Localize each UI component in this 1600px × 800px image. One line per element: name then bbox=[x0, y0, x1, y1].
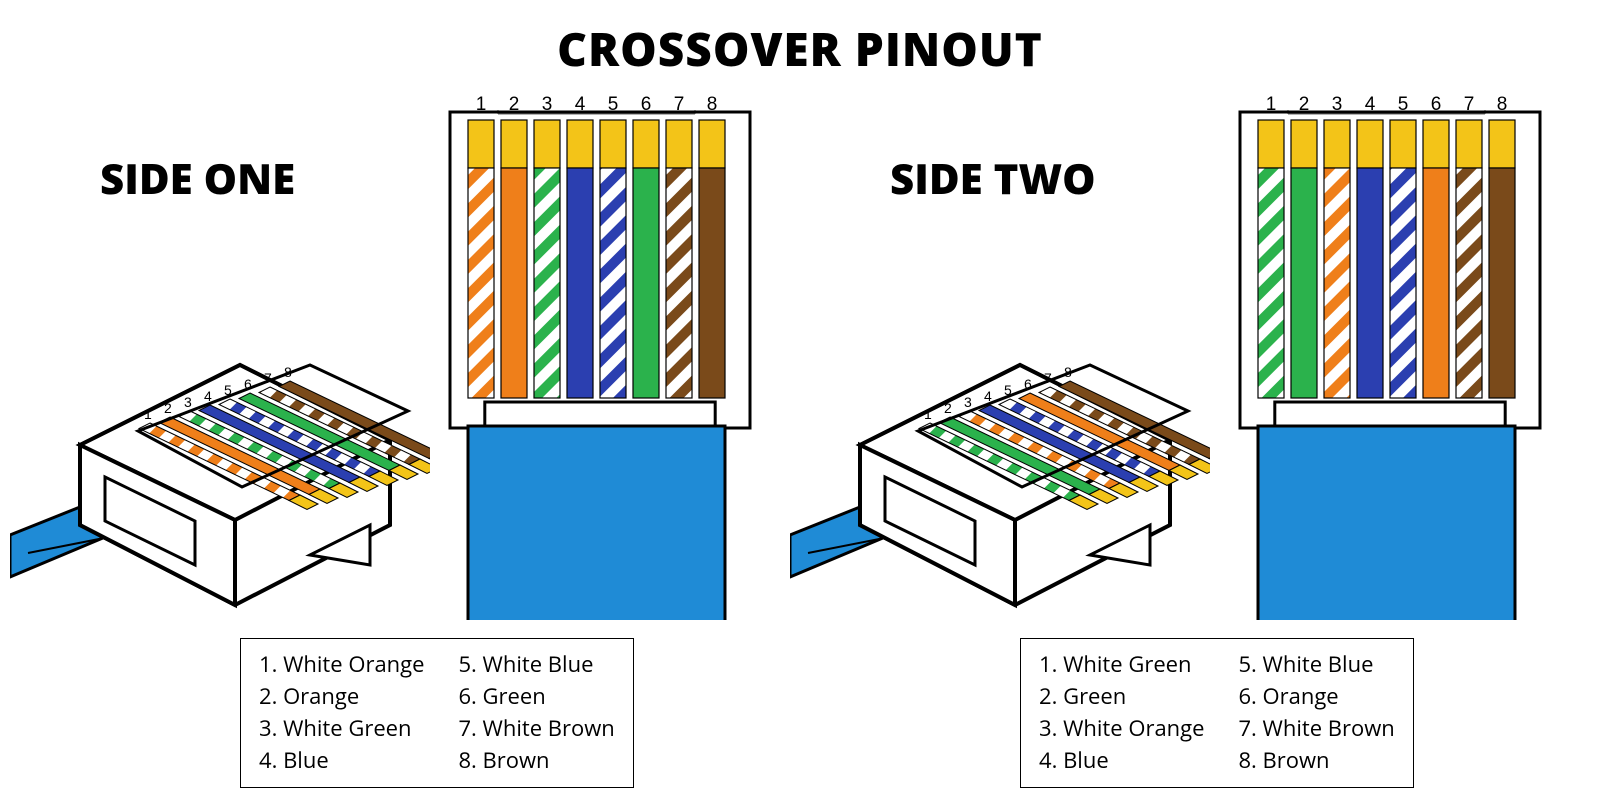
legend-item: 1. White Orange bbox=[259, 649, 424, 681]
connector-front-view: 1 2 3 4 5 6 7 8 bbox=[1230, 90, 1550, 620]
iso-diagram: 12345678 bbox=[790, 205, 1210, 630]
pin-number: 2 bbox=[509, 94, 520, 115]
legend-item: 6. Green bbox=[458, 681, 614, 713]
legend-item: 5. White Blue bbox=[458, 649, 614, 681]
connector-front-view: 1 2 3 4 5 6 7 8 bbox=[440, 90, 760, 620]
legend-item: 3. White Green bbox=[259, 713, 424, 745]
pin-number: 3 bbox=[184, 394, 192, 410]
pin-number: 1 bbox=[476, 94, 487, 115]
pin-number: 2 bbox=[1299, 94, 1310, 115]
pin-number: 5 bbox=[608, 94, 619, 115]
side-one-legend: 1. White Orange2. Orange3. White Green4.… bbox=[240, 638, 634, 788]
side-two-label: SIDE TWO bbox=[890, 150, 1096, 207]
pin-number: 1 bbox=[144, 406, 152, 422]
legend-item: 2. Green bbox=[1039, 681, 1204, 713]
main-title: CROSSOVER PINOUT bbox=[0, 18, 1600, 80]
pin-number: 1 bbox=[924, 406, 932, 422]
legend-item: 5. White Blue bbox=[1238, 649, 1394, 681]
pin-number: 3 bbox=[542, 94, 553, 115]
pin-number: 8 bbox=[707, 94, 718, 115]
legend-item: 2. Orange bbox=[259, 681, 424, 713]
legend-item: 3. White Orange bbox=[1039, 713, 1204, 745]
pin-number: 4 bbox=[575, 94, 586, 115]
legend-item: 4. Blue bbox=[259, 745, 424, 777]
pin-number: 3 bbox=[1332, 94, 1343, 115]
pin-number: 6 bbox=[1431, 94, 1442, 115]
legend-item: 7. White Brown bbox=[458, 713, 614, 745]
pin-number: 1 bbox=[1266, 94, 1277, 115]
pin-number: 6 bbox=[641, 94, 652, 115]
pin-number: 2 bbox=[944, 400, 952, 416]
side-one-label: SIDE ONE bbox=[100, 150, 295, 207]
pin-number: 7 bbox=[674, 94, 685, 115]
pin-number: 5 bbox=[1398, 94, 1409, 115]
legend-item: 4. Blue bbox=[1039, 745, 1204, 777]
pin-number: 3 bbox=[964, 394, 972, 410]
iso-diagram: 12345678 bbox=[10, 205, 430, 630]
pin-number: 4 bbox=[1365, 94, 1376, 115]
front-diagram: 1 2 3 4 5 6 7 8 bbox=[1230, 90, 1550, 625]
legend-item: 1. White Green bbox=[1039, 649, 1204, 681]
front-diagram: 1 2 3 4 5 6 7 8 bbox=[440, 90, 760, 625]
side-two-legend: 1. White Green2. Green3. White Orange4. … bbox=[1020, 638, 1414, 788]
legend-item: 7. White Brown bbox=[1238, 713, 1394, 745]
legend-item: 8. Brown bbox=[458, 745, 614, 777]
pin-number: 7 bbox=[1464, 94, 1475, 115]
pin-number: 2 bbox=[164, 400, 172, 416]
pin-number: 8 bbox=[1497, 94, 1508, 115]
connector-iso-view: 12345678 bbox=[790, 205, 1210, 625]
legend-item: 6. Orange bbox=[1238, 681, 1394, 713]
legend-item: 8. Brown bbox=[1238, 745, 1394, 777]
connector-iso-view: 12345678 bbox=[10, 205, 430, 625]
